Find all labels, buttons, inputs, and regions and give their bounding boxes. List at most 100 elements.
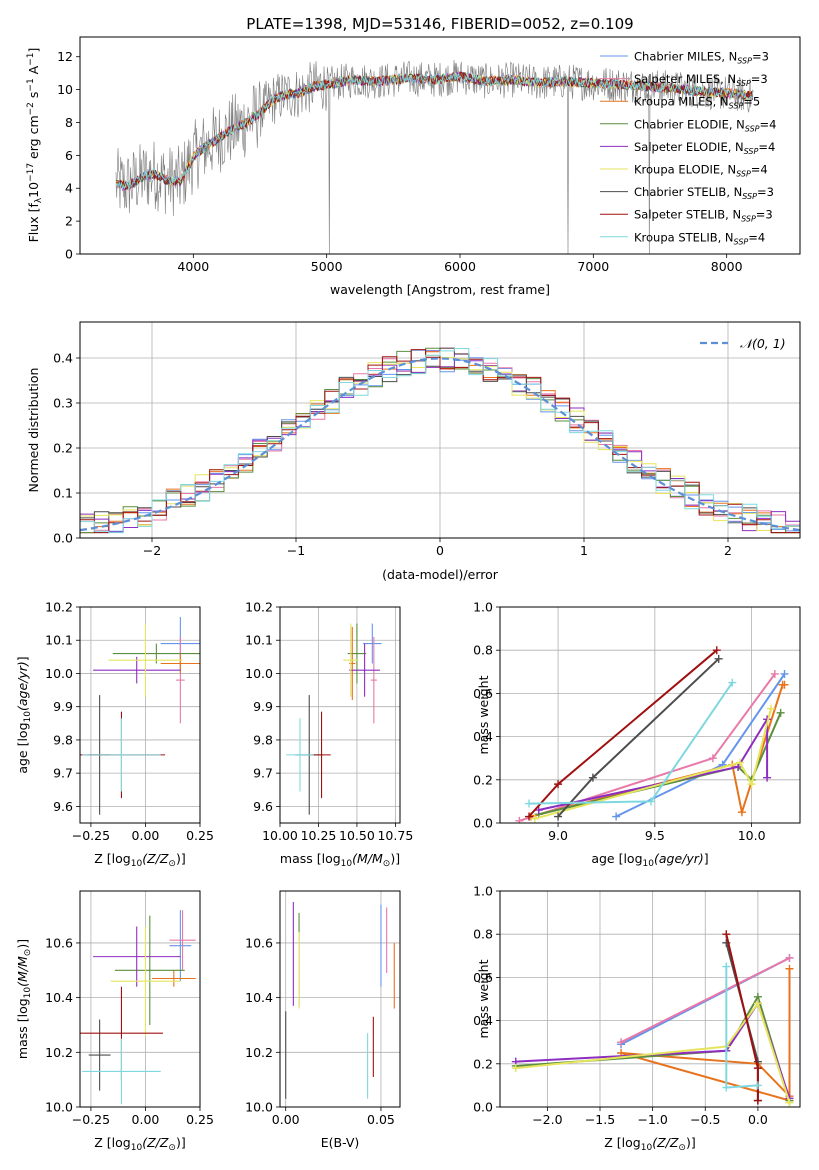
age_vs_mass-ytick-label: 9.6 [253, 799, 273, 814]
spectrum-model-line [115, 72, 754, 190]
age_vs_Z-ytick-label: 10.2 [45, 600, 73, 615]
weight_vs_Z-plot-area [511, 930, 794, 1107]
age_vs_Z-xtick-label: −0.25 [72, 828, 110, 843]
weight_vs_Z-series-line [620, 957, 790, 1044]
weight_vs_age-marker [737, 808, 746, 817]
mass_vs_Z-errorbar [169, 910, 192, 982]
age_vs_Z-xtick-label: 0.00 [132, 828, 160, 843]
weight_vs_age-marker [728, 678, 737, 687]
mass_vs_ebv-ytick-label: 10.2 [245, 1045, 273, 1060]
weight_vs_Z-ytick-label: 0.8 [473, 927, 493, 942]
residual-histogram [80, 348, 800, 534]
weight_vs_Z-xtick-label: −1.5 [585, 1112, 615, 1127]
residuals-ytick-label: 0.4 [53, 351, 73, 366]
residuals-panel: −2 −1 0 1 2 0.0 0.1 0.2 0.3 0.4 𝒩(0, 1) (data-model… [26, 321, 801, 582]
weight-vs-z-xlabel: Z [log10(Z/Z⊙)] [604, 1135, 695, 1153]
age_vs_mass-ytick-label: 9.9 [253, 699, 273, 714]
weight_vs_Z-ytick-label: 0.0 [473, 1100, 493, 1115]
weight_vs_age-marker [646, 797, 655, 806]
weight_vs_age-marker [525, 799, 534, 808]
age_vs_mass-errorbar [312, 711, 331, 799]
age_vs_mass-xtick-label: 10.75 [377, 828, 413, 843]
age_vs_Z-ytick-label: 9.6 [53, 799, 73, 814]
weight_vs_Z-marker [753, 1064, 762, 1073]
weight_vs_Z-ytick-label: 0.6 [473, 970, 493, 985]
weight_vs_Z-ytick-label: 1.0 [473, 884, 493, 899]
residuals-xtick-label: 0 [436, 543, 444, 558]
weight_vs_Z-marker [753, 999, 762, 1008]
residuals-plot-area [80, 347, 800, 534]
weight_vs_Z-marker [753, 1096, 762, 1105]
weight_vs_Z-marker [785, 964, 794, 973]
weight_vs_age-marker [525, 812, 534, 821]
weight_vs_age-marker [554, 780, 563, 789]
residuals-ytick-label: 0.2 [53, 441, 73, 456]
residuals-xtick-label: 2 [724, 543, 732, 558]
mass_vs_Z-errorbar [82, 1038, 161, 1105]
residuals-ytick-label: 0.0 [53, 531, 73, 546]
age_vs_mass-ytick-label: 10.0 [245, 666, 273, 681]
weight_vs_age-marker [708, 754, 717, 763]
age_vs_mass-errorbar [343, 623, 359, 697]
weight_vs_Z-marker [753, 1081, 762, 1090]
mass_vs_Z-ytick-label: 10.6 [45, 935, 73, 950]
weight_vs_age-marker [712, 646, 721, 655]
age_vs_Z-errorbar [176, 636, 185, 724]
mass_vs_Z-errorbar [93, 926, 181, 987]
weight_vs_Z-marker [785, 1098, 794, 1107]
weight_vs_age-marker [734, 762, 743, 771]
weight_vs_Z-xtick-label: 0.0 [748, 1112, 768, 1127]
spectrum-xtick-label: 8000 [711, 259, 743, 274]
age_vs_mass-xtick-label: 10.25 [301, 828, 337, 843]
weight_vs_Z-marker [511, 1064, 520, 1073]
weight_vs_Z-marker [722, 930, 731, 939]
mass_vs_Z-errorbar [169, 910, 196, 971]
mass_vs_Z-frame [79, 890, 201, 1108]
weight_vs_Z-panel: −2.0 −1.5 −1.0 −0.5 0.0 0.0 0.2 0.4 0.6 0.8 1.0 Z [… [473, 884, 801, 1153]
spectrum-plot-area [115, 59, 754, 254]
spectrum-legend-label: Chabrier ELODIE, NSSP=4 [634, 117, 776, 133]
mass-vs-z-ylabel: mass [log10(M/M⊙)] [15, 939, 33, 1059]
residuals-xtick-label: −2 [143, 543, 161, 558]
weight_vs_age-series-line [534, 708, 772, 820]
age_vs_mass-plot-area [286, 623, 382, 815]
spectrum-legend-label: Kroupa ELODIE, NSSP=4 [634, 163, 768, 179]
age_vs_mass-ytick-label: 10.2 [245, 600, 273, 615]
weight_vs_age-marker [780, 680, 789, 689]
age_vs_mass-errorbar [286, 718, 314, 792]
mass_vs_Z-errorbar [152, 970, 196, 987]
age_vs_Z-ytick-label: 9.8 [53, 732, 73, 747]
weight_vs_Z-series-line [725, 942, 759, 1101]
mass_vs_Z-xtick-label: 0.25 [186, 1112, 214, 1127]
residuals-ytick-label: 0.3 [53, 396, 73, 411]
spectrum-ytick-label: 12 [57, 49, 73, 64]
mass-vs-z-xlabel: Z [log10(Z/Z⊙)] [94, 1135, 185, 1153]
plot-root: 4000 5000 6000 7000 8000024681012wavelength … [15, 36, 801, 1153]
weight_vs_age-marker [588, 773, 597, 782]
normal-curve [80, 357, 800, 532]
mass_vs_ebv-panel: 0.00 0.05 10.0 10.2 10.4 10.6 E(B-V) [245, 890, 401, 1150]
age_vs_mass-errorbar [349, 643, 380, 697]
spectrum-legend-label: Salpeter ELODIE, NSSP=4 [634, 140, 775, 156]
weight_vs_Z-marker [722, 962, 731, 971]
mass_vs_Z-xtick-label: 0.00 [132, 1112, 160, 1127]
spectrum-xtick-label: 4000 [177, 259, 209, 274]
weight_vs_age-marker [736, 758, 744, 767]
age_vs_Z-errorbar [82, 718, 161, 792]
mass_vs_Z-errorbar [88, 1019, 111, 1091]
spectrum-xtick-label: 6000 [444, 259, 476, 274]
weight_vs_Z-ylabel: mass weight [476, 959, 491, 1038]
residuals-xtick-label: 1 [580, 543, 588, 558]
age_vs_mass-errorbar [363, 623, 382, 664]
mass_vs_Z-panel: −0.25 0.00 0.25 10.0 10.2 10.4 10.6 Z [log10(Z/… [15, 890, 214, 1153]
spectrum-legend-label: Kroupa STELIB, NSSP=4 [634, 230, 765, 246]
residuals-xlabel: (data-model)/error [382, 567, 499, 582]
spectrum-data-line [115, 59, 754, 254]
spectrum-ytick-label: 0 [65, 247, 73, 262]
mass_vs_ebv-ytick-label: 10.4 [245, 990, 273, 1005]
age_vs_Z-plot-area [80, 616, 200, 815]
weight_vs_age-xtick-label: 9.0 [548, 828, 568, 843]
age_vs_Z-ytick-label: 10.0 [45, 666, 73, 681]
spectrum-legend-label: Chabrier STELIB, NSSP=3 [634, 185, 774, 201]
weight_vs_Z-marker [785, 953, 794, 962]
